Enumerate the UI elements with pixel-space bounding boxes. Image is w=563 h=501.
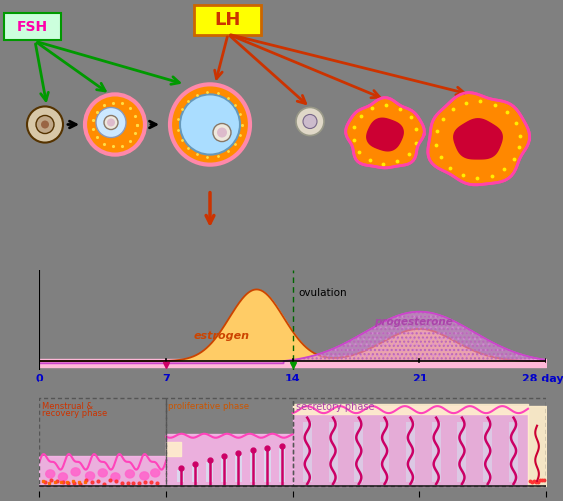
- Polygon shape: [346, 98, 425, 168]
- FancyBboxPatch shape: [177, 470, 184, 482]
- FancyBboxPatch shape: [250, 452, 256, 482]
- Ellipse shape: [59, 473, 68, 481]
- Circle shape: [107, 119, 115, 127]
- FancyBboxPatch shape: [235, 455, 242, 482]
- Circle shape: [170, 85, 250, 165]
- FancyBboxPatch shape: [354, 422, 363, 482]
- Text: secretory phase: secretory phase: [296, 401, 375, 411]
- Circle shape: [96, 108, 126, 138]
- Text: FSH: FSH: [16, 20, 47, 34]
- FancyBboxPatch shape: [432, 422, 441, 482]
- FancyBboxPatch shape: [279, 448, 285, 482]
- FancyBboxPatch shape: [458, 422, 467, 482]
- FancyBboxPatch shape: [192, 466, 198, 482]
- FancyBboxPatch shape: [264, 450, 271, 482]
- Circle shape: [27, 107, 63, 143]
- Ellipse shape: [86, 472, 95, 480]
- Circle shape: [41, 121, 49, 129]
- Ellipse shape: [140, 472, 149, 480]
- Ellipse shape: [71, 468, 80, 476]
- Circle shape: [213, 124, 231, 142]
- Text: ovulation: ovulation: [298, 288, 347, 298]
- Text: Menstrual &: Menstrual &: [42, 401, 93, 410]
- Circle shape: [296, 108, 324, 136]
- Text: estrogen: estrogen: [193, 331, 249, 341]
- Text: recovery phase: recovery phase: [42, 408, 108, 417]
- Ellipse shape: [126, 470, 135, 478]
- Polygon shape: [428, 93, 530, 185]
- FancyBboxPatch shape: [380, 422, 389, 482]
- Text: progesterone: progesterone: [374, 316, 453, 326]
- Circle shape: [180, 95, 240, 155]
- Text: LH: LH: [215, 11, 241, 29]
- Circle shape: [303, 115, 317, 129]
- Ellipse shape: [98, 469, 108, 477]
- FancyBboxPatch shape: [194, 6, 261, 36]
- Ellipse shape: [111, 473, 120, 481]
- Circle shape: [36, 116, 54, 134]
- Ellipse shape: [151, 469, 160, 477]
- FancyBboxPatch shape: [328, 422, 338, 482]
- FancyBboxPatch shape: [206, 462, 213, 482]
- Polygon shape: [454, 120, 502, 160]
- FancyBboxPatch shape: [4, 14, 61, 41]
- FancyBboxPatch shape: [509, 422, 518, 482]
- FancyBboxPatch shape: [221, 458, 227, 482]
- Circle shape: [104, 116, 118, 130]
- Circle shape: [217, 128, 227, 138]
- Polygon shape: [367, 119, 403, 151]
- Text: proliferative phase: proliferative phase: [168, 401, 249, 410]
- Ellipse shape: [46, 470, 55, 478]
- FancyBboxPatch shape: [303, 422, 312, 482]
- Circle shape: [85, 95, 145, 155]
- FancyBboxPatch shape: [406, 422, 415, 482]
- FancyBboxPatch shape: [483, 422, 492, 482]
